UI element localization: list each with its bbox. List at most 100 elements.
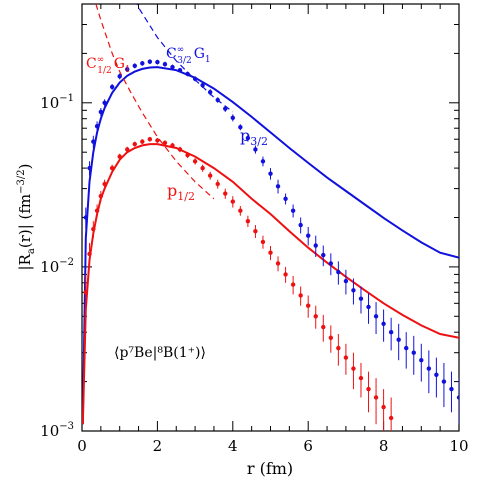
data-point: [94, 124, 100, 129]
data-point: [381, 404, 386, 410]
data-point: [434, 372, 439, 378]
data-point: [140, 139, 145, 144]
asymptotic-curve-1: [95, 4, 215, 200]
data-point: [366, 304, 371, 310]
data-point: [260, 239, 266, 245]
data-point: [275, 261, 281, 266]
matrix-element-annotation: ⟨p⁷Be|⁸B(1⁺)⟩: [114, 345, 206, 361]
data-point: [321, 252, 326, 258]
data-point: [245, 218, 251, 224]
data-point: [336, 345, 341, 351]
data-point: [366, 386, 371, 392]
data-point: [83, 290, 88, 295]
data-point: [313, 314, 318, 319]
data-point: [177, 67, 183, 73]
data-point: [87, 251, 92, 257]
data-point: [419, 358, 424, 363]
data-point: [215, 97, 220, 103]
x-tick-label: 4: [228, 437, 238, 455]
x-tick-label: 6: [303, 437, 313, 455]
y-axis-label: |Ra(r)| (fm−3/2): [16, 164, 37, 271]
data-point: [132, 63, 137, 69]
data-point: [328, 335, 334, 340]
data-point: [238, 208, 243, 213]
data-point: [230, 115, 235, 121]
data-point: [290, 208, 296, 213]
data-point: [260, 159, 266, 164]
data-point: [207, 90, 213, 95]
data-point: [140, 61, 145, 66]
data-point: [125, 67, 130, 72]
plot-frame: [81, 3, 460, 432]
x-axis-label: r (fm): [247, 459, 293, 478]
data-point: [275, 184, 281, 189]
x-tick-label: 2: [153, 437, 163, 455]
data-point: [185, 152, 190, 158]
data-point: [177, 147, 183, 152]
data-point: [343, 355, 349, 360]
data-point: [298, 222, 303, 228]
data-point: [215, 181, 220, 187]
data-point: [358, 296, 364, 301]
data-point: [283, 196, 288, 202]
x-tick-label: 8: [379, 437, 389, 455]
data-point: [102, 100, 107, 105]
data-point: [253, 229, 258, 234]
axis-tick-labels: 0 2 4 6 8 10 10−1 10−2 10−3: [40, 93, 468, 455]
data-point: [426, 366, 432, 371]
data-point: [456, 395, 459, 400]
data-point: [117, 74, 122, 79]
x-tick-label: 10: [449, 437, 468, 455]
data-point: [207, 173, 213, 178]
data-point: [283, 272, 288, 277]
data-point: [185, 71, 190, 77]
y-tick-label: 10−3: [40, 421, 74, 440]
data-point: [109, 84, 115, 90]
data-point: [117, 154, 122, 159]
data-point: [290, 282, 296, 287]
y-tick-label: 10−1: [40, 93, 74, 112]
data-point: [98, 109, 104, 115]
data-point: [162, 61, 168, 67]
data-point: [170, 64, 175, 70]
data-point: [268, 250, 273, 255]
data-point: [388, 330, 394, 335]
data-point: [83, 215, 88, 220]
data-point: [404, 345, 409, 351]
data-point: [192, 159, 198, 164]
data-point: [358, 375, 364, 381]
data-point: [230, 199, 235, 204]
data-point: [321, 324, 326, 330]
data-point: [147, 137, 153, 142]
data-point: [351, 366, 356, 371]
data-point: [313, 243, 318, 248]
y-tick-label: 10−2: [40, 257, 74, 276]
data-point: [351, 288, 356, 293]
fit-curve-1: [82, 143, 459, 425]
data-point: [373, 314, 379, 319]
data-point: [381, 321, 386, 327]
data-point: [238, 125, 243, 130]
series-label-p12: p1/2: [167, 181, 195, 203]
data-point: [306, 233, 311, 238]
data-point: [268, 171, 273, 176]
asymptotic-label-12: C∞ 1/2 G1: [86, 55, 131, 76]
data-point: [200, 83, 205, 88]
data-point: [298, 293, 303, 298]
data-point: [91, 139, 96, 144]
data-point: [125, 147, 130, 152]
data-point: [102, 181, 107, 187]
data-point: [253, 147, 258, 152]
series-label-p32: p3/2: [240, 126, 268, 148]
data-point: [245, 135, 251, 141]
data-point: [162, 140, 168, 146]
data-point: [132, 141, 137, 147]
fit-curve-0: [82, 66, 459, 425]
asymptotic-label-32: C∞ 3/2 G1: [166, 45, 211, 66]
data-point: [373, 395, 379, 400]
x-tick-label: 0: [77, 437, 87, 455]
data-point: [192, 76, 198, 82]
data-point: [441, 379, 447, 384]
data-point: [328, 261, 334, 266]
